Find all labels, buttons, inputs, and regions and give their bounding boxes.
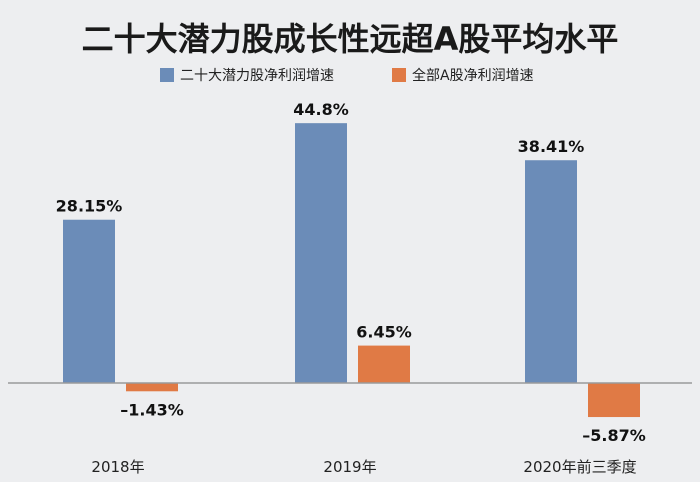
legend-swatch-series-2 bbox=[392, 68, 406, 82]
bar-all-a-shares bbox=[126, 383, 178, 392]
legend-label-series-1: 二十大潜力股净利润增速 bbox=[180, 68, 334, 84]
bar-all-a-shares bbox=[358, 345, 410, 383]
data-label: 28.15% bbox=[56, 197, 123, 216]
bar-potential-stocks bbox=[63, 219, 115, 383]
x-axis-ticks: 2018年 2019年 2020年前三季度 bbox=[91, 458, 636, 476]
data-label: –5.87% bbox=[582, 426, 646, 445]
bars bbox=[63, 123, 640, 418]
legend-label-series-2: 全部A股净利润增速 bbox=[412, 67, 534, 84]
x-tick-label: 2019年 bbox=[323, 458, 376, 476]
legend-swatch-series-1 bbox=[160, 68, 174, 82]
bar-potential-stocks bbox=[295, 123, 347, 383]
x-tick-label: 2018年 bbox=[91, 458, 144, 476]
legend: 二十大潜力股净利润增速 全部A股净利润增速 bbox=[160, 67, 534, 84]
data-label: –1.43% bbox=[120, 400, 184, 419]
bar-all-a-shares bbox=[588, 383, 640, 418]
x-tick-label: 2020年前三季度 bbox=[523, 458, 636, 476]
bar-potential-stocks bbox=[525, 160, 577, 383]
chart-title: 二十大潜力股成长性远超A股平均水平 bbox=[82, 20, 619, 58]
data-label: 38.41% bbox=[518, 137, 585, 156]
data-labels: 28.15% 44.8% 38.41% –1.43% 6.45% –5.87% bbox=[56, 100, 646, 445]
data-label: 6.45% bbox=[356, 323, 412, 342]
data-label: 44.8% bbox=[293, 100, 349, 119]
